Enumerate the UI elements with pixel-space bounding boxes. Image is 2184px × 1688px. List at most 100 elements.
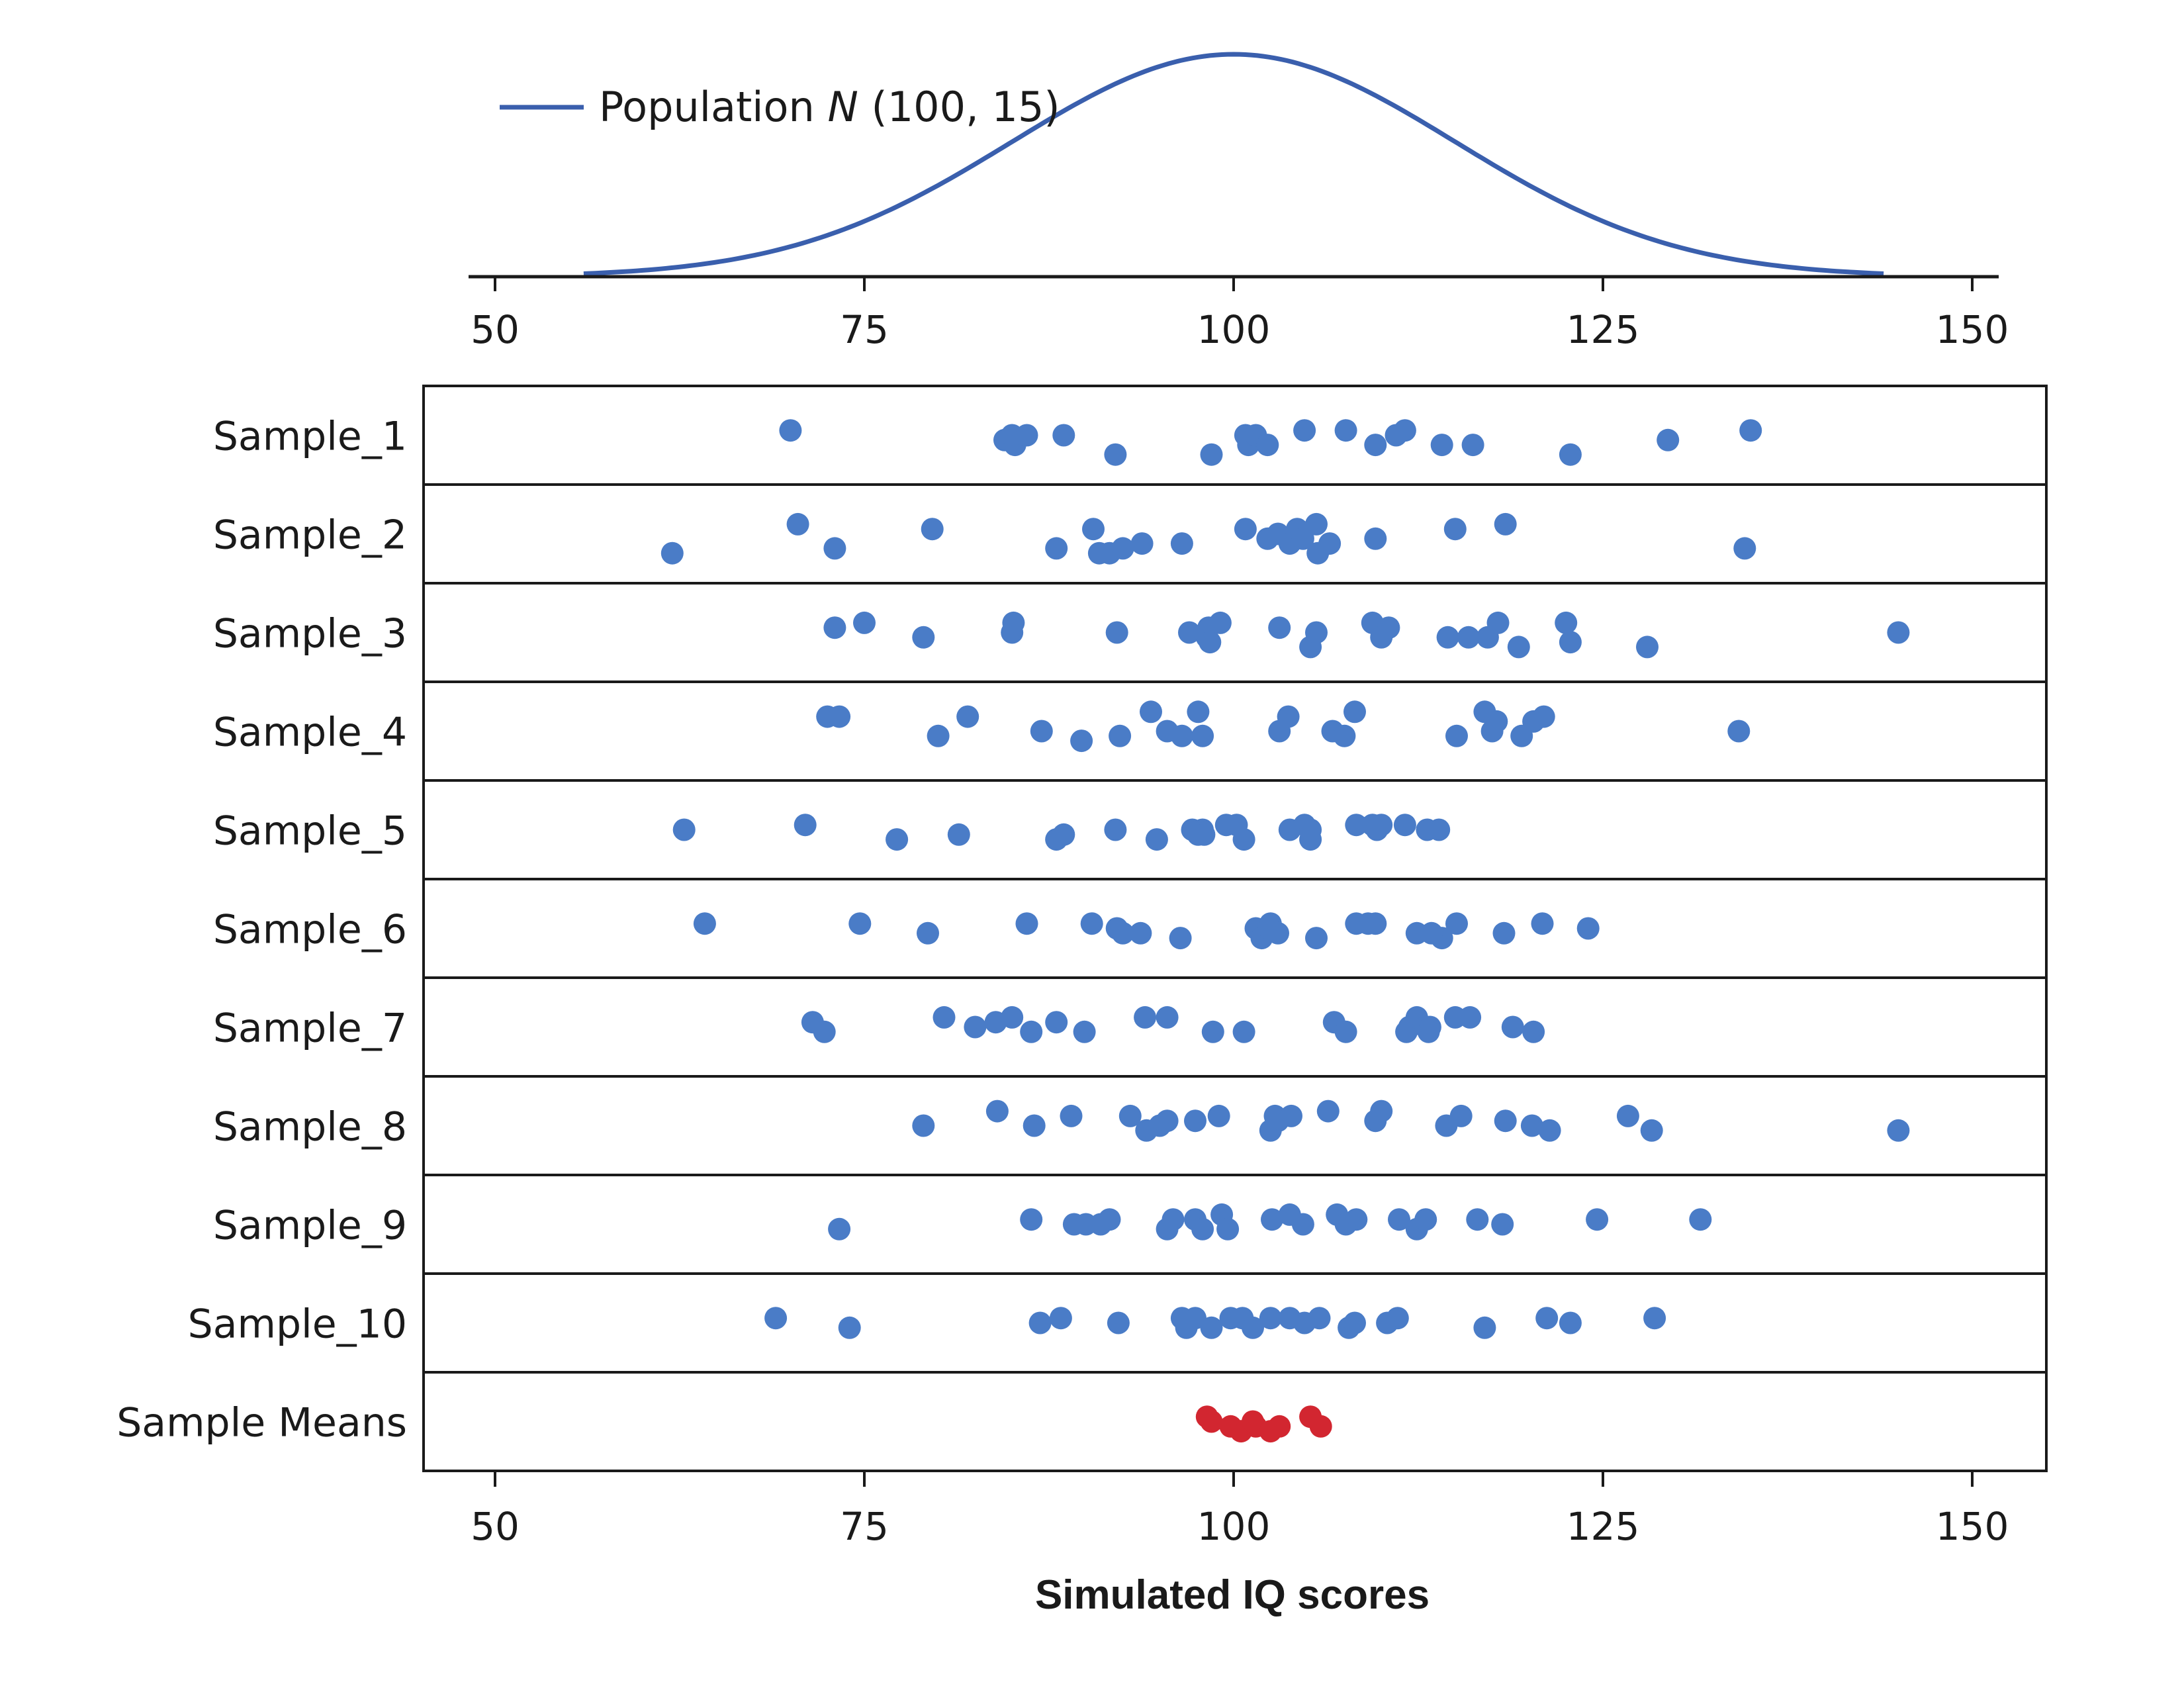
sample-point [1887,1119,1910,1142]
sample-point [1020,1208,1043,1231]
sample-point [1345,1208,1368,1231]
sample-point [1216,1217,1240,1241]
sample-point [1259,1307,1282,1330]
sample-point [1184,1109,1206,1133]
legend-label-prefix: Population [599,83,827,131]
sample-point [1023,1114,1046,1137]
tick-label: 100 [1197,1504,1271,1549]
sample-point [1052,823,1075,846]
sample-point [1491,1213,1514,1236]
sample-point [1130,532,1154,555]
sample-point [1586,1208,1609,1231]
bottom-x-ticks: 50 75 100 125 150 [471,1471,2009,1549]
sample-point [933,1006,956,1029]
data-points [660,419,1910,1443]
sample-point [1616,1104,1639,1127]
sample-point [1443,518,1467,541]
sample-point [1507,635,1530,659]
sample-point [1733,537,1756,560]
sample-point [838,1316,861,1339]
sample-point [779,419,802,442]
tick-label: 125 [1567,307,1640,352]
sample-point [848,912,872,935]
sample-point [1640,1119,1663,1142]
sample-point [1386,1307,1409,1330]
sample-point [1201,1020,1224,1043]
sample-point [1234,518,1257,541]
row-label: Sample_6 [213,907,407,953]
sample-point [1199,631,1222,654]
sample-point [660,541,684,565]
sample-point [1445,724,1468,747]
sample-point [1291,527,1314,550]
sample-point [672,818,696,841]
sample-point [1377,616,1400,639]
sample-point [1494,1109,1517,1133]
sample-point [1268,616,1291,639]
sample-point [1364,434,1387,457]
sample-point [1449,1104,1473,1127]
sample-point [1001,1006,1024,1029]
sample-point [1727,720,1751,743]
sample-point [1532,705,1555,728]
sample-point [1486,611,1510,634]
sample-mean-point [1242,1410,1264,1433]
sample-point [1414,1208,1437,1231]
sample-point [1200,443,1223,466]
sample-point [1473,1316,1496,1339]
row-label: Sample_8 [213,1104,407,1150]
sample-point [1242,1316,1264,1339]
sample-point [1333,724,1356,747]
sample-point [1576,917,1600,940]
sample-point [1494,512,1517,536]
sample-point [1104,443,1127,466]
sample-point [1109,724,1132,747]
sample-point [693,912,716,935]
sample-point [1049,1307,1072,1330]
population-curve [583,52,1884,276]
sample-point [1129,921,1152,945]
sample-point [1200,1316,1223,1339]
sample-point [1156,1006,1179,1029]
sample-point [1030,720,1053,743]
sample-point [813,1020,836,1043]
legend-label-params: (100, 15) [858,83,1060,131]
sample-point [1156,1109,1179,1133]
sample-point [1028,1311,1052,1335]
sample-point [1293,419,1316,442]
sample-point [1208,611,1232,634]
sample-point [1388,1208,1410,1231]
sample-mean-point [1268,1415,1291,1438]
sample-point [1334,1020,1357,1043]
sample-point [886,828,909,851]
row-label: Sample_4 [213,710,407,756]
sample-point [1111,921,1134,945]
sample-point [1104,818,1127,841]
samples-panel: Sample_1 Sample_2 Sample_3 Sample_4 Sample_5… [116,385,2048,1618]
sample-point [1461,434,1484,457]
sample-point [1492,921,1516,945]
tick-label: 75 [840,307,889,352]
sample-point [1170,532,1193,555]
sample-point [1232,1020,1255,1043]
sample-point [1045,537,1068,560]
sample-point [1370,814,1393,837]
sample-point [1191,724,1214,747]
sample-point [1436,626,1459,649]
sample-point [1520,1114,1543,1137]
sample-point [1291,1213,1314,1236]
sample-point [1345,814,1368,837]
sample-point [1191,1217,1214,1241]
sample-point [1364,912,1387,935]
sample-point [1480,720,1504,743]
sample-point [1559,631,1582,654]
sample-point [828,705,851,728]
sample-point [1689,1208,1712,1231]
sample-point [1555,611,1578,634]
row-label: Sample_2 [213,512,407,559]
sample-point [1305,621,1328,644]
sample-point [1643,1307,1666,1330]
sample-point [921,518,944,541]
sample-point [956,705,979,728]
legend-label-symbol: N [827,83,858,131]
